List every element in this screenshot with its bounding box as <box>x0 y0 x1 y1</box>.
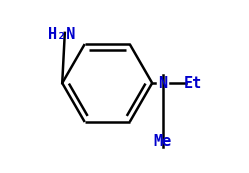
Text: N: N <box>158 76 167 90</box>
Text: Me: Me <box>153 134 172 149</box>
Text: Et: Et <box>184 76 202 90</box>
Text: H₂N: H₂N <box>48 27 75 42</box>
